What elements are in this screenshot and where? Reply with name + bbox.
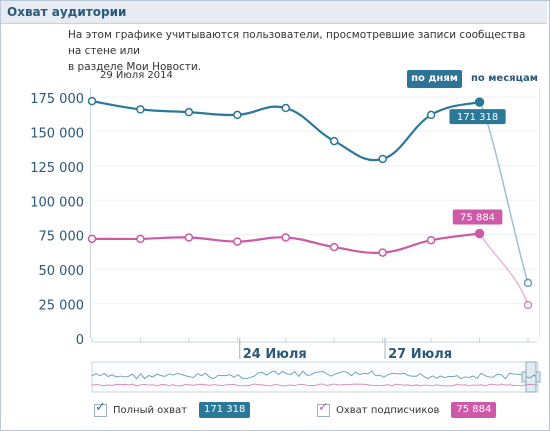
total-reach-value-badge: 171 318 — [199, 402, 251, 418]
navigator-box — [91, 361, 539, 393]
navigator-selection — [525, 361, 537, 393]
y-tick-label: 50 000 — [39, 264, 85, 279]
y-tick-label: 125 000 — [30, 161, 84, 176]
navigator-line-total — [91, 370, 539, 380]
y-axis: 175 000 150 000 125 000 100 000 75 000 50 000… — [30, 92, 84, 348]
navigator-handle-right — [535, 371, 541, 383]
widget-header: Охват аудитории — [1, 1, 547, 24]
by-days-button[interactable]: по дням — [407, 70, 462, 88]
y-tick-label: 75 000 — [39, 230, 85, 245]
subscribers-reach-value-badge: 75 884 — [451, 402, 497, 418]
range-navigator — [91, 361, 541, 393]
description-line-1: На этом графике учитываются пользователи… — [68, 29, 526, 57]
y-tick-label: 150 000 — [30, 126, 84, 141]
y-tick-label: 0 — [76, 333, 84, 348]
navigator-handle-left — [521, 371, 527, 383]
callout-value: 171 318 — [457, 112, 498, 123]
data-point — [136, 105, 145, 114]
x-tick-label: 27 Июля — [388, 347, 452, 362]
by-months-button[interactable]: по месяцам — [471, 73, 538, 84]
subscribers-reach-checkbox[interactable]: ✓ — [317, 400, 330, 417]
data-point — [523, 278, 533, 288]
y-tick-label: 175 000 — [30, 92, 84, 107]
data-point — [329, 136, 339, 146]
y-tick-label: 25 000 — [39, 299, 85, 314]
data-point — [329, 242, 339, 252]
navigator-line-subs — [91, 383, 539, 387]
data-point — [378, 248, 387, 257]
y-tick-label: 100 000 — [30, 195, 84, 210]
widget-title: Охват аудитории — [7, 5, 127, 19]
grid-lines — [91, 96, 537, 342]
x-tick-label: 24 Июля — [243, 347, 307, 362]
data-point — [474, 228, 485, 239]
legend-subscribers-reach: ✓ Охват подписчиков 75 884 — [317, 400, 497, 418]
total-reach-label: Полный охват — [113, 404, 188, 416]
data-point — [523, 300, 533, 310]
current-date-label: 29 Июля 2014 — [100, 70, 173, 81]
callout-badge — [449, 109, 506, 125]
data-point — [281, 233, 291, 242]
chart-description: На этом графике учитываются пользователи… — [68, 27, 528, 75]
data-point — [136, 234, 145, 244]
checkmark-icon: ✓ — [95, 399, 106, 415]
data-point — [426, 235, 436, 245]
data-point — [184, 107, 194, 117]
total-reach-checkbox[interactable]: ✓ — [94, 400, 107, 417]
data-point — [474, 97, 485, 107]
callout-value: 75 884 — [460, 212, 495, 223]
callout-badge — [452, 209, 503, 225]
series-line-partial — [478, 101, 529, 284]
data-point — [281, 103, 291, 113]
series-line-partial — [478, 233, 529, 306]
data-point — [233, 110, 242, 120]
subscribers-reach-label: Охват подписчиков — [336, 404, 440, 416]
data-point — [426, 110, 436, 120]
series-points — [87, 96, 533, 310]
data-point — [233, 237, 242, 246]
legend-total-reach: ✓ Полный охват 171 318 — [94, 400, 251, 418]
data-point — [378, 154, 387, 164]
x-axis: 24 Июля 27 Июля — [92, 338, 537, 362]
data-point — [87, 234, 97, 244]
data-point — [87, 96, 97, 106]
value-callouts: 171 318 75 884 — [449, 109, 506, 225]
plot-area-frame — [90, 88, 540, 338]
data-point — [184, 233, 194, 242]
checkmark-icon: ✓ — [318, 399, 329, 415]
description-line-2: в разделе Мои Новости. — [68, 61, 202, 73]
